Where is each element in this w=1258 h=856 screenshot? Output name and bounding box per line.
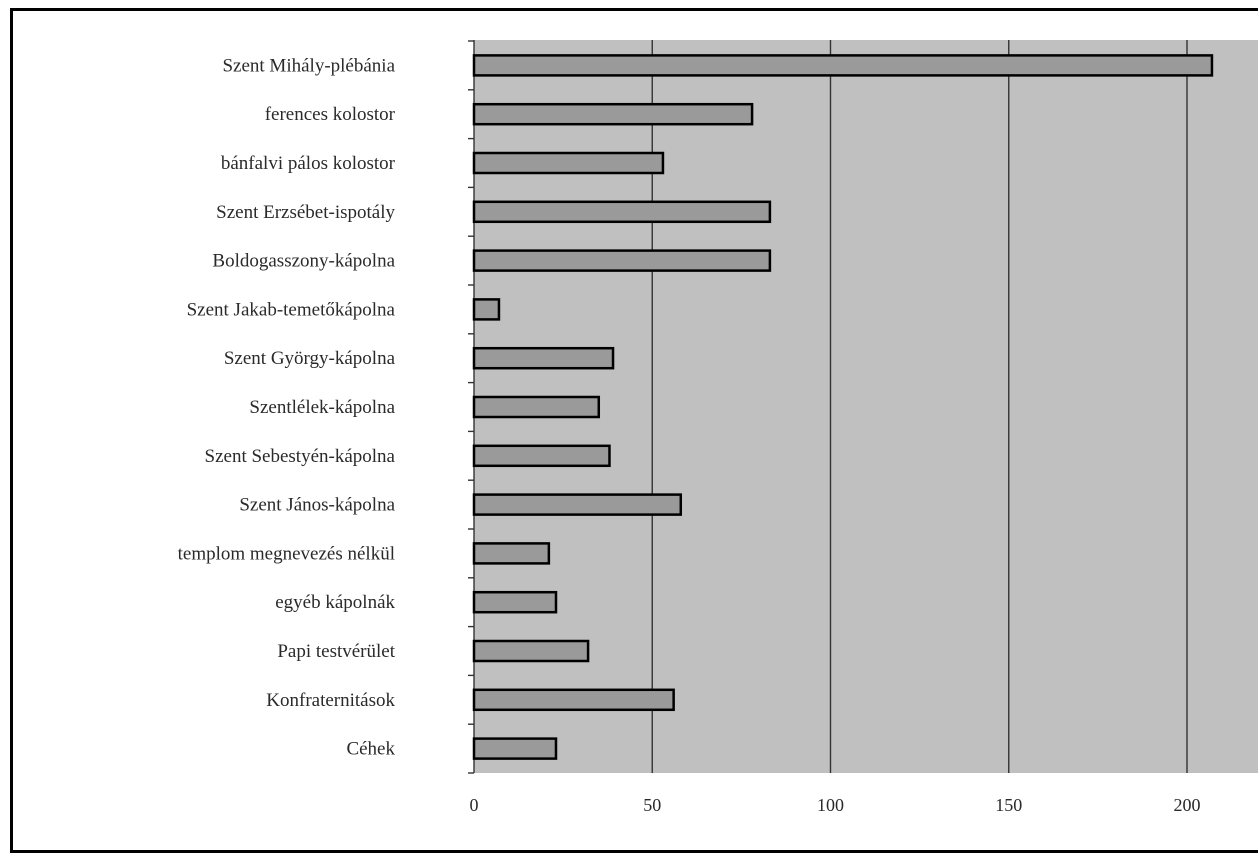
bar — [472, 444, 611, 468]
bar — [472, 542, 551, 565]
x-tick-label: 150 — [995, 795, 1022, 815]
bar — [472, 737, 558, 760]
bar — [472, 151, 665, 175]
bars — [472, 54, 1214, 760]
category-label: Szentlélek-kápolna — [249, 397, 395, 418]
category-labels: Szent Mihály-plébánia ferences kolostor bá… — [178, 55, 396, 759]
bar — [472, 688, 675, 712]
x-tick-labels: 0 50 100 150 200 — [470, 795, 1201, 815]
bar — [472, 298, 501, 321]
category-label: bánfalvi pálos kolostor — [221, 153, 396, 174]
category-label: Szent Sebestyén-kápolna — [205, 446, 396, 467]
bar — [472, 346, 615, 370]
category-label: egyéb kápolnák — [275, 592, 395, 613]
category-label: Szent Mihály-plébánia — [222, 55, 395, 76]
bar — [472, 395, 601, 419]
category-label: Papi testvérület — [277, 641, 395, 662]
bar — [472, 102, 754, 126]
bar — [472, 54, 1214, 77]
category-label: Szent János-kápolna — [239, 495, 395, 516]
x-tick-label: 0 — [470, 795, 479, 815]
bar — [472, 590, 558, 614]
category-label: Szent Erzsébet-ispotály — [216, 202, 395, 223]
x-tick-label: 50 — [643, 795, 661, 815]
x-tick-label: 200 — [1174, 795, 1201, 815]
category-label: Céhek — [346, 739, 395, 760]
bar — [472, 493, 683, 516]
bar — [472, 200, 772, 224]
category-label: ferences kolostor — [265, 104, 396, 125]
bar — [472, 249, 772, 272]
category-label: Szent Jakab-temetőkápolna — [187, 299, 396, 320]
bar — [472, 639, 590, 663]
category-label: Boldogasszony-kápolna — [212, 251, 395, 272]
category-label: Szent György-kápolna — [224, 348, 396, 369]
category-label: Konfraternitások — [266, 690, 395, 711]
chart-frame: Szent Mihály-plébánia ferences kolostor bá… — [10, 8, 1258, 853]
category-label: templom megnevezés nélkül — [178, 543, 395, 564]
x-tick-label: 100 — [817, 795, 844, 815]
bar-chart: Szent Mihály-plébánia ferences kolostor bá… — [178, 40, 1258, 815]
